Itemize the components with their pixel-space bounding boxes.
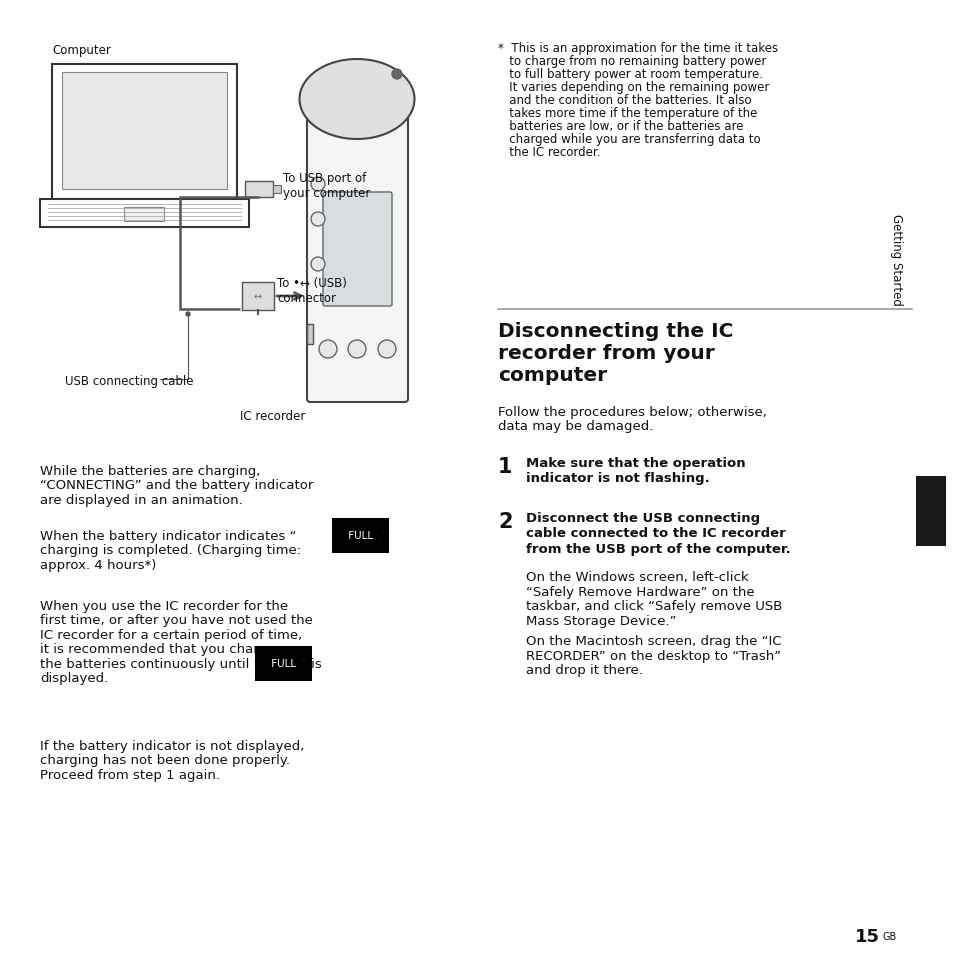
Text: FULL: FULL [345,531,376,540]
Text: takes more time if the temperature of the: takes more time if the temperature of th… [497,107,757,120]
Text: Computer: Computer [52,44,111,57]
Text: ↔: ↔ [253,292,262,302]
Text: it is recommended that you charge: it is recommended that you charge [40,643,275,656]
Text: ,”: ,” [376,530,388,542]
Text: are displayed in an animation.: are displayed in an animation. [40,494,242,506]
Text: the batteries continuously until “: the batteries continuously until “ [40,658,260,670]
Text: USB connecting cable: USB connecting cable [65,375,193,388]
Text: first time, or after you have not used the: first time, or after you have not used t… [40,614,313,627]
Text: to full battery power at room temperature.: to full battery power at room temperatur… [497,68,762,81]
Text: the IC recorder.: the IC recorder. [497,146,599,159]
Text: charging has not been done properly.: charging has not been done properly. [40,754,290,767]
Text: When the battery indicator indicates “: When the battery indicator indicates “ [40,530,296,542]
Text: *  This is an approximation for the time it takes: * This is an approximation for the time … [497,42,778,55]
Text: and drop it there.: and drop it there. [525,664,642,677]
Circle shape [392,70,401,80]
Text: IC recorder: IC recorder [239,410,305,422]
FancyBboxPatch shape [62,73,227,190]
Text: batteries are low, or if the batteries are: batteries are low, or if the batteries a… [497,120,742,132]
Text: To USB port of
your computer: To USB port of your computer [283,172,370,200]
Text: Disconnect the USB connecting: Disconnect the USB connecting [525,512,760,524]
Text: When you use the IC recorder for the: When you use the IC recorder for the [40,599,288,613]
Text: ” is: ” is [299,658,321,670]
Text: On the Windows screen, left-click: On the Windows screen, left-click [525,571,748,584]
Text: To •↔ (USB)
connector: To •↔ (USB) connector [276,276,347,305]
FancyBboxPatch shape [273,186,281,193]
FancyBboxPatch shape [307,112,408,402]
Text: “Safely Remove Hardware” on the: “Safely Remove Hardware” on the [525,585,754,598]
Text: charging is completed. (Charging time:: charging is completed. (Charging time: [40,544,301,557]
Text: 2: 2 [497,512,512,532]
Circle shape [318,340,336,358]
Text: Disconnecting the IC: Disconnecting the IC [497,322,733,340]
Text: data may be damaged.: data may be damaged. [497,420,653,433]
Text: taskbar, and click “Safely remove USB: taskbar, and click “Safely remove USB [525,599,781,613]
Text: It varies depending on the remaining power: It varies depending on the remaining pow… [497,81,768,94]
Text: IC recorder for a certain period of time,: IC recorder for a certain period of time… [40,628,302,641]
Text: Mass Storage Device.”: Mass Storage Device.” [525,615,676,627]
Text: Follow the procedures below; otherwise,: Follow the procedures below; otherwise, [497,406,766,418]
FancyBboxPatch shape [124,208,164,222]
Text: approx. 4 hours*): approx. 4 hours*) [40,558,156,572]
Text: recorder from your: recorder from your [497,344,714,363]
Text: On the Macintosh screen, drag the “IC: On the Macintosh screen, drag the “IC [525,635,781,648]
Circle shape [348,340,366,358]
Circle shape [311,213,325,227]
Text: to charge from no remaining battery power: to charge from no remaining battery powe… [497,55,765,68]
Text: While the batteries are charging,: While the batteries are charging, [40,464,260,477]
Circle shape [311,178,325,192]
Text: Proceed from step 1 again.: Proceed from step 1 again. [40,768,220,781]
FancyBboxPatch shape [40,200,249,228]
FancyBboxPatch shape [242,283,274,311]
Text: Make sure that the operation: Make sure that the operation [525,456,745,470]
FancyBboxPatch shape [915,476,945,546]
Text: RECORDER” on the desktop to “Trash”: RECORDER” on the desktop to “Trash” [525,649,781,662]
Text: cable connected to the IC recorder: cable connected to the IC recorder [525,527,785,540]
Text: “CONNECTING” and the battery indicator: “CONNECTING” and the battery indicator [40,479,313,492]
Text: charged while you are transferring data to: charged while you are transferring data … [497,132,760,146]
Text: from the USB port of the computer.: from the USB port of the computer. [525,542,790,556]
Text: and the condition of the batteries. It also: and the condition of the batteries. It a… [497,94,751,107]
Circle shape [311,257,325,272]
Text: computer: computer [497,366,606,385]
Text: FULL: FULL [268,659,299,668]
Text: Getting Started: Getting Started [889,213,902,306]
Text: 15: 15 [854,927,879,945]
Text: displayed.: displayed. [40,672,108,685]
Text: indicator is not flashing.: indicator is not flashing. [525,472,709,485]
FancyBboxPatch shape [245,182,273,198]
Text: GB: GB [882,931,897,941]
Text: 1: 1 [497,456,512,476]
FancyBboxPatch shape [323,193,392,307]
FancyBboxPatch shape [307,325,313,345]
Circle shape [377,340,395,358]
Ellipse shape [299,60,414,140]
Circle shape [186,313,190,316]
FancyBboxPatch shape [52,65,236,200]
Text: If the battery indicator is not displayed,: If the battery indicator is not displaye… [40,740,304,752]
